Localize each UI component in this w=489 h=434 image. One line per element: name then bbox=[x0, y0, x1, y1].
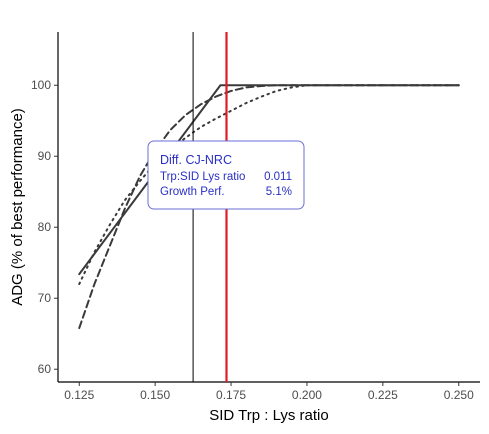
annotation-row-ratio-value: 0.011 bbox=[264, 171, 292, 183]
x-tick-label: 0.200 bbox=[292, 388, 322, 402]
y-tick-label: 70 bbox=[38, 291, 52, 305]
series-line-dotted bbox=[78, 84, 460, 286]
y-tick-label: 80 bbox=[38, 220, 52, 234]
annotation-box-frame bbox=[147, 140, 305, 210]
annotation-row-growth-value: 5.1% bbox=[266, 186, 292, 198]
x-tick-label: 0.225 bbox=[368, 388, 398, 402]
annotation-box: Diff. CJ-NRC Trp:SID Lys ratio 0.011 Gro… bbox=[147, 140, 305, 210]
plot-area: 0.125 0.150 0.175 0.200 0.225 0.250 60 70 80 90 1… bbox=[31, 32, 480, 402]
x-tick-label: 0.150 bbox=[140, 388, 170, 402]
y-tick-label: 100 bbox=[31, 78, 51, 92]
annotation-row-growth-label: Growth Perf. bbox=[160, 186, 225, 198]
annotation-row-ratio-label: Trp:SID Lys ratio bbox=[160, 171, 245, 183]
x-tick-label: 0.175 bbox=[216, 388, 246, 402]
y-tick-label: 60 bbox=[38, 362, 52, 376]
y-ticks: 60 70 80 90 100 bbox=[31, 78, 58, 376]
annotation-title: Diff. CJ-NRC bbox=[160, 153, 232, 167]
x-ticks: 0.125 0.150 0.175 0.200 0.225 0.250 bbox=[64, 382, 474, 402]
series-group bbox=[78, 84, 460, 330]
x-axis-title: SID Trp : Lys ratio bbox=[209, 407, 328, 424]
y-axis-title: ADG (% of best performance) bbox=[9, 108, 26, 306]
y-tick-label: 90 bbox=[38, 149, 52, 163]
series-line-dashed bbox=[78, 84, 460, 330]
x-tick-label: 0.250 bbox=[444, 388, 474, 402]
x-tick-label: 0.125 bbox=[64, 388, 94, 402]
